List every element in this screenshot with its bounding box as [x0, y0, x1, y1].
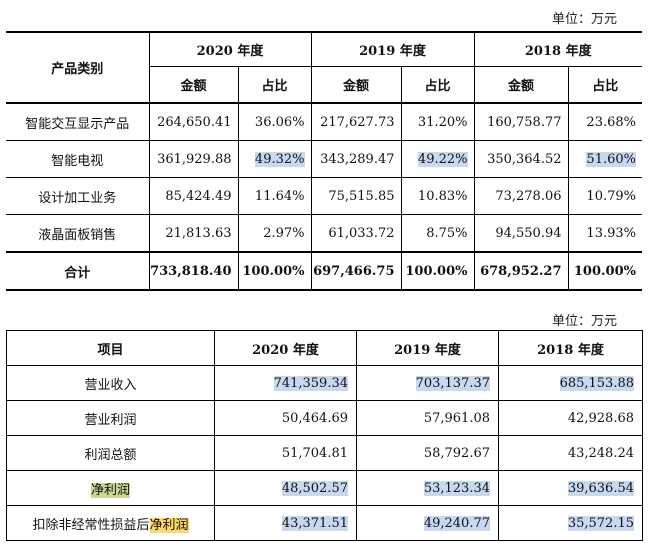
cell-amount: 264,650.41: [148, 103, 239, 141]
cell-amount: 733,818.40: [148, 251, 239, 290]
cell-value: 58,792.67: [356, 435, 499, 471]
highlighted-text: 49.22%: [417, 151, 468, 167]
highlighted-text: 741,359.34: [273, 375, 348, 391]
cell-ratio: 2.97%: [237, 214, 312, 253]
header-year-2018: 2018 年度: [498, 330, 643, 366]
cell-amount: 94,550.94: [473, 214, 569, 253]
cell-ratio: 31.20%: [400, 103, 475, 141]
cell-amount: 61,033.72: [310, 214, 402, 253]
cell-amount: 160,758.77: [473, 103, 569, 141]
cell-ratio: 10.83%: [400, 177, 475, 215]
cell-value: 49,240.77: [356, 505, 499, 541]
header-year-2019: 2019 年度: [356, 330, 499, 366]
cell-value: 43,371.51: [214, 505, 357, 541]
cell-amount: 75,515.85: [310, 177, 402, 215]
cell-amount: 343,289.47: [310, 140, 402, 178]
cell-value: 42,928.68: [498, 400, 643, 436]
cell-ratio: 100.00%: [567, 251, 642, 290]
cell-ratio: 49.22%: [400, 140, 475, 178]
highlighted-text: 53,123.34: [423, 480, 490, 496]
cell-value: 50,464.69: [214, 400, 357, 436]
profit-table: 项目 2020 年度 2019 年度 2018 年度 营业收入 741,359.…: [6, 330, 643, 541]
cell-value: 43,248.24: [498, 435, 643, 471]
highlighted-text: 35,572.15: [567, 515, 634, 531]
table-row: 净利润 48,502.57 53,123.34 39,636.54: [6, 470, 643, 506]
cell-ratio: 100.00%: [237, 251, 312, 290]
cell-ratio: 36.06%: [237, 103, 312, 141]
cell-ratio: 23.68%: [567, 103, 642, 141]
cell-ratio: 10.79%: [567, 177, 642, 215]
cell-value: 685,153.88: [498, 365, 643, 401]
highlighted-text: 48,502.57: [281, 480, 348, 496]
cell-value: 48,502.57: [214, 470, 357, 506]
cell-ratio: 100.00%: [400, 251, 475, 290]
table-row: 智能电视 361,929.88 49.32% 343,289.47 49.22%…: [6, 140, 642, 178]
row-label-prefix: 扣除非经常性损益后: [32, 517, 150, 533]
cell-amount: 697,466.75: [310, 251, 402, 290]
header-item: 项目: [6, 330, 215, 366]
highlighted-text: 净利润: [90, 482, 130, 498]
header-year-2019: 2019 年度: [310, 32, 475, 67]
cell-amount: 21,813.63: [148, 214, 239, 253]
sub-header-amount: 金额: [310, 66, 402, 104]
table-row: 营业利润 50,464.69 57,961.08 42,928.68: [6, 400, 643, 436]
table-row: 设计加工业务 85,424.49 11.64% 75,515.85 10.83%…: [6, 177, 642, 215]
sub-header-amount: 金额: [473, 66, 569, 104]
row-label: 营业收入: [6, 365, 215, 401]
unit-label-1: 单位：万元: [552, 12, 618, 27]
row-label: 利润总额: [6, 435, 215, 471]
table-row: 营业收入 741,359.34 703,137.37 685,153.88: [6, 365, 643, 401]
cell-amount: 73,278.06: [473, 177, 569, 215]
highlighted-text: 49.32%: [254, 151, 305, 167]
highlighted-text: 685,153.88: [559, 375, 634, 391]
cell-value: 741,359.34: [214, 365, 357, 401]
sub-header-ratio: 占比: [567, 66, 642, 104]
table-row: 利润总额 51,704.81 58,792.67 43,248.24: [6, 435, 643, 471]
total-row: 合计 733,818.40 100.00% 697,466.75 100.00%…: [6, 251, 642, 290]
row-label: 净利润: [6, 470, 215, 506]
row-label: 智能电视: [6, 140, 150, 178]
header-year-2018: 2018 年度: [473, 32, 642, 67]
product-revenue-table: 产品类别 2020 年度 2019 年度 2018 年度 金额 占比 金额 占比…: [6, 31, 642, 291]
sub-header-ratio: 占比: [237, 66, 312, 104]
cell-value: 51,704.81: [214, 435, 357, 471]
table-row: 智能交互显示产品 264,650.41 36.06% 217,627.73 31…: [6, 103, 642, 141]
highlighted-text: 43,371.51: [281, 515, 348, 531]
sub-header-ratio: 占比: [400, 66, 475, 104]
cell-ratio: 49.32%: [237, 140, 312, 178]
cell-amount: 361,929.88: [148, 140, 239, 178]
cell-ratio: 11.64%: [237, 177, 312, 215]
highlighted-text: 49,240.77: [423, 515, 490, 531]
table-row: 扣除非经常性损益后净利润 43,371.51 49,240.77 35,572.…: [6, 505, 643, 541]
row-label: 智能交互显示产品: [6, 103, 150, 141]
table-row: 液晶面板销售 21,813.63 2.97% 61,033.72 8.75% 9…: [6, 214, 642, 253]
cell-ratio: 8.75%: [400, 214, 475, 253]
cell-amount: 350,364.52: [473, 140, 569, 178]
row-label: 液晶面板销售: [6, 214, 150, 253]
highlighted-text: 51.60%: [586, 151, 636, 167]
highlighted-text: 净利润: [149, 517, 189, 533]
highlighted-text: 703,137.37: [415, 375, 490, 391]
cell-value: 53,123.34: [356, 470, 499, 506]
highlighted-text: 39,636.54: [567, 480, 634, 496]
cell-amount: 217,627.73: [310, 103, 402, 141]
header-year-2020: 2020 年度: [214, 330, 357, 366]
cell-amount: 678,952.27: [473, 251, 569, 290]
cell-ratio: 13.93%: [567, 214, 642, 253]
cell-ratio: 51.60%: [567, 140, 642, 178]
row-label: 设计加工业务: [6, 177, 150, 215]
cell-value: 39,636.54: [498, 470, 643, 506]
cell-amount: 85,424.49: [148, 177, 239, 215]
total-label: 合计: [6, 251, 150, 290]
row-label: 扣除非经常性损益后净利润: [6, 505, 215, 541]
cell-value: 57,961.08: [356, 400, 499, 436]
header-category: 产品类别: [6, 32, 150, 104]
header-year-2020: 2020 年度: [148, 32, 312, 67]
cell-value: 35,572.15: [498, 505, 643, 541]
row-label: 营业利润: [6, 400, 215, 436]
cell-value: 703,137.37: [356, 365, 499, 401]
sub-header-amount: 金额: [149, 66, 239, 104]
unit-label-2: 单位：万元: [552, 314, 618, 329]
